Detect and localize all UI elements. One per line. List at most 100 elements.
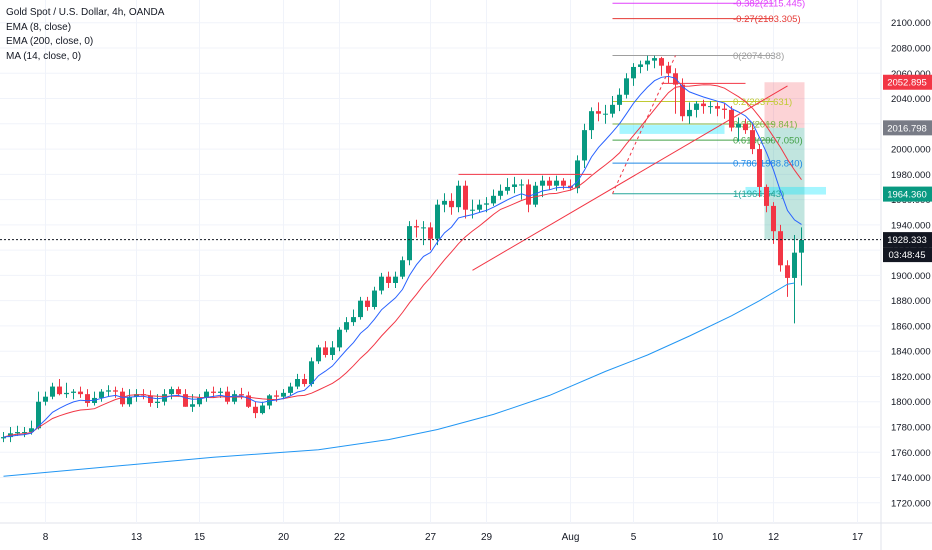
candle-body	[519, 184, 524, 186]
candle-body	[596, 111, 601, 114]
candle-body	[708, 106, 713, 108]
candle-body	[71, 391, 76, 393]
candle-body	[358, 300, 363, 318]
candle-body	[351, 317, 356, 323]
candle-body	[428, 227, 433, 239]
candle-body	[757, 149, 762, 187]
grid-lines	[0, 0, 881, 523]
x-tick-label: 13	[131, 532, 143, 543]
candle-body	[36, 401, 41, 429]
stop-price-label: 2052.895	[887, 78, 927, 89]
y-tick-label: 1760.000	[891, 448, 931, 459]
candle-body	[316, 347, 321, 362]
candle-body	[99, 391, 104, 398]
candle-body	[15, 432, 20, 434]
candle-body	[365, 300, 370, 307]
candle-body	[512, 184, 517, 187]
candle-body	[785, 265, 790, 278]
highlight-band	[619, 125, 725, 134]
candle-body	[715, 106, 720, 109]
candle-body	[183, 394, 188, 407]
candle-body	[148, 395, 153, 403]
candle-body	[778, 231, 783, 266]
chart-legend: Gold Spot / U.S. Dollar, 4h, OANDA EMA (…	[6, 6, 164, 64]
fib-level-label: -0.27(2103.305)	[733, 14, 801, 25]
legend-ma14[interactable]: MA (14, close, 0)	[6, 50, 82, 62]
fib-level-label: -0.382(2115.445)	[733, 0, 805, 10]
candle-body	[155, 401, 160, 403]
current-price-label: 1928.333	[887, 235, 927, 246]
candle-body	[505, 186, 510, 191]
candle-body	[169, 389, 174, 395]
candle-body	[484, 203, 489, 205]
fib-level-label: 0(2074.038)	[733, 51, 784, 62]
candle-body	[449, 200, 454, 208]
candle-body	[386, 276, 391, 283]
y-tick-label: 2060.000	[891, 69, 931, 80]
candle-body	[337, 329, 342, 348]
target-price-label: 1964.360	[887, 190, 927, 201]
candle-body	[533, 185, 538, 205]
y-tick-label: 2080.000	[891, 44, 931, 55]
candle-body	[589, 111, 594, 131]
ma14-line	[3, 84, 802, 438]
legend-symbol[interactable]: Gold Spot / U.S. Dollar, 4h, OANDA	[6, 7, 165, 18]
candle-body	[743, 123, 748, 131]
countdown-label: 03:48:45	[889, 250, 926, 261]
candle-body	[50, 386, 55, 397]
highlight-band	[745, 186, 826, 195]
y-tick-label: 1740.000	[891, 473, 931, 484]
candle-body	[134, 394, 139, 397]
candle-body	[526, 184, 531, 205]
candle-body	[666, 65, 671, 74]
candle-body	[309, 361, 314, 385]
candle-body	[344, 322, 349, 330]
y-tick-label: 1940.000	[891, 220, 931, 231]
countdown-label-bg	[883, 247, 932, 263]
current-price-label-bg	[883, 232, 932, 248]
candle-body	[799, 240, 804, 253]
x-tick-label: 12	[768, 532, 780, 543]
legend-ema200[interactable]: EMA (200, close, 0)	[6, 36, 94, 47]
candle-body	[379, 276, 384, 291]
x-tick-label: 5	[631, 532, 637, 543]
candle-body	[274, 395, 279, 397]
price-scale-background	[881, 0, 932, 550]
candle-body	[477, 204, 482, 210]
candle-body	[239, 394, 244, 396]
candle-body	[771, 205, 776, 232]
candle-body	[610, 104, 615, 114]
candle-body	[22, 432, 27, 434]
candle-body	[470, 209, 475, 211]
x-tick-label: 15	[194, 532, 206, 543]
candle-body	[603, 113, 608, 115]
candle-body	[64, 392, 69, 395]
candle-body	[85, 394, 90, 403]
candle-body	[631, 66, 636, 79]
candle-body	[197, 397, 202, 405]
candle-body	[1, 437, 6, 439]
candle-body	[687, 109, 692, 117]
legend-ema8[interactable]: EMA (8, close)	[6, 21, 72, 33]
candle-body	[393, 276, 398, 283]
candle-body	[407, 226, 412, 261]
fib-trend-connector	[612, 55, 676, 194]
x-tick-label: 29	[481, 532, 493, 543]
entry-price-label: 2016.798	[887, 123, 927, 134]
x-tick-label: 27	[425, 532, 437, 543]
candle-body	[414, 226, 419, 228]
y-tick-label: 1880.000	[891, 296, 931, 307]
candle-body	[295, 378, 300, 387]
x-tick-label: 8	[43, 532, 49, 543]
candle-body	[400, 260, 405, 277]
candle-body	[722, 108, 727, 110]
candle-body	[540, 180, 545, 186]
candle-body	[561, 180, 566, 186]
candle-body	[694, 103, 699, 110]
candle-body	[281, 392, 286, 397]
candle-body	[421, 227, 426, 229]
candle-body	[330, 347, 335, 355]
candle-body	[372, 290, 377, 307]
